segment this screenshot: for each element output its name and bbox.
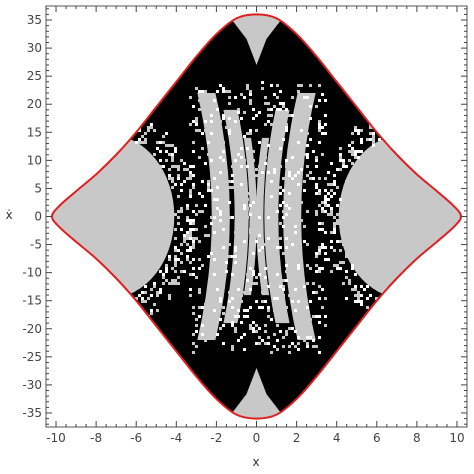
- y-axis-label: ẋ: [5, 208, 12, 222]
- y-tick-label: 15: [27, 125, 42, 139]
- x-tick-label: 6: [373, 431, 381, 445]
- x-tick-label: 0: [253, 431, 261, 445]
- stable-arc: [223, 109, 249, 324]
- x-tick-label: -2: [210, 431, 222, 445]
- y-tick-label: -10: [22, 266, 42, 280]
- x-tick-label: 2: [293, 431, 301, 445]
- stable-arc: [243, 137, 257, 296]
- y-tick-label: 35: [27, 13, 42, 27]
- y-tick-label: -35: [22, 406, 42, 420]
- stable-arc: [283, 93, 316, 340]
- x-axis-label: x: [252, 455, 259, 469]
- x-tick-label: 8: [413, 431, 421, 445]
- y-tick-label: -25: [22, 350, 42, 364]
- stable-spike: [226, 368, 287, 419]
- stable-arc: [264, 109, 290, 324]
- y-tick-label: 20: [27, 97, 42, 111]
- y-tick-label: 0: [34, 210, 42, 224]
- boundary-curve: [51, 13, 462, 420]
- stable-arc: [256, 137, 270, 296]
- stable-spike: [226, 14, 287, 65]
- y-tick-label: -20: [22, 322, 42, 336]
- y-tick-label: 25: [27, 69, 42, 83]
- axes: -10 -8 -6 -4 -2 0 2 4 6 8 10-35-30-25-20-15-10-505…: [22, 5, 468, 445]
- x-tick-label: 4: [333, 431, 341, 445]
- x-tick-label: -8: [90, 431, 102, 445]
- x-tick-label: -10: [46, 431, 66, 445]
- x-tick-label: 10: [449, 431, 464, 445]
- y-tick-label: -15: [22, 294, 42, 308]
- y-tick-label: 30: [27, 41, 42, 55]
- x-tick-label: -4: [170, 431, 182, 445]
- y-tick-label: -30: [22, 378, 42, 392]
- x-tick-label: -6: [130, 431, 142, 445]
- y-tick-label: -5: [30, 238, 42, 252]
- y-tick-label: 5: [34, 181, 42, 195]
- y-tick-label: 10: [27, 153, 42, 167]
